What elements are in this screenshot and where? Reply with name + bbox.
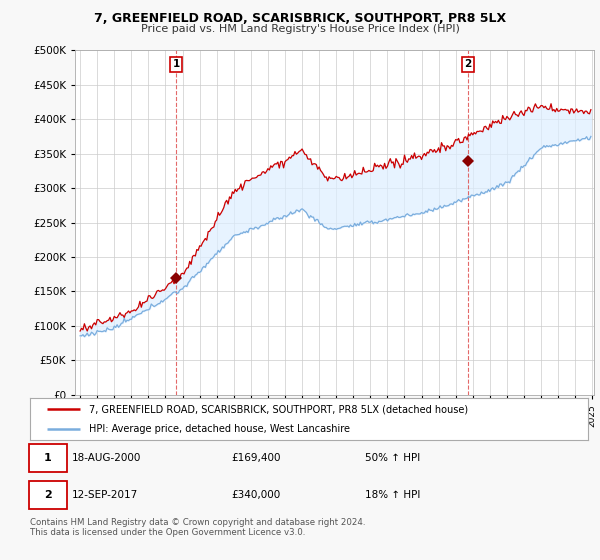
- Text: 1: 1: [173, 59, 180, 69]
- Text: £340,000: £340,000: [231, 490, 280, 500]
- Text: 7, GREENFIELD ROAD, SCARISBRICK, SOUTHPORT, PR8 5LX (detached house): 7, GREENFIELD ROAD, SCARISBRICK, SOUTHPO…: [89, 404, 468, 414]
- FancyBboxPatch shape: [29, 481, 67, 509]
- Text: 18-AUG-2000: 18-AUG-2000: [72, 453, 141, 463]
- Text: 2: 2: [464, 59, 472, 69]
- Text: 12-SEP-2017: 12-SEP-2017: [72, 490, 138, 500]
- FancyBboxPatch shape: [29, 444, 67, 472]
- Text: 18% ↑ HPI: 18% ↑ HPI: [365, 490, 420, 500]
- Text: 50% ↑ HPI: 50% ↑ HPI: [365, 453, 420, 463]
- Text: Price paid vs. HM Land Registry's House Price Index (HPI): Price paid vs. HM Land Registry's House …: [140, 24, 460, 34]
- Text: 1: 1: [44, 453, 52, 463]
- Text: Contains HM Land Registry data © Crown copyright and database right 2024.
This d: Contains HM Land Registry data © Crown c…: [30, 518, 365, 538]
- Text: £169,400: £169,400: [231, 453, 280, 463]
- Text: HPI: Average price, detached house, West Lancashire: HPI: Average price, detached house, West…: [89, 424, 350, 434]
- Text: 7, GREENFIELD ROAD, SCARISBRICK, SOUTHPORT, PR8 5LX: 7, GREENFIELD ROAD, SCARISBRICK, SOUTHPO…: [94, 12, 506, 25]
- Text: 2: 2: [44, 490, 52, 500]
